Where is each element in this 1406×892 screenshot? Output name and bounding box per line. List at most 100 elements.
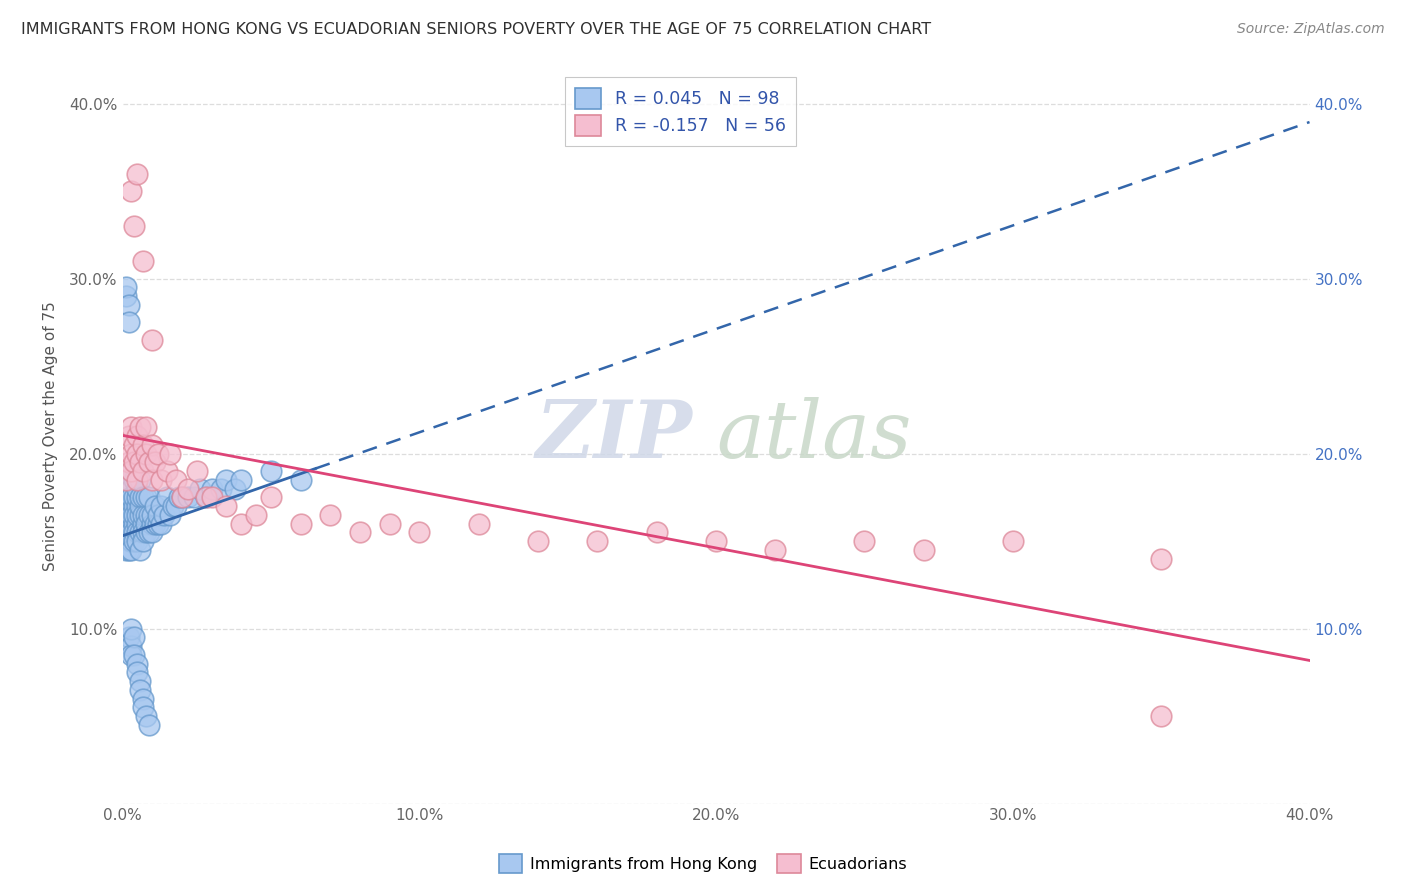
Point — [114, 542, 136, 557]
Point — [124, 631, 146, 645]
Point — [141, 333, 163, 347]
Point — [117, 534, 139, 549]
Point — [127, 499, 149, 513]
Point — [141, 473, 163, 487]
Point — [148, 446, 170, 460]
Point — [138, 455, 160, 469]
Point — [129, 473, 152, 487]
Point — [170, 491, 193, 505]
Point — [114, 491, 136, 505]
Point — [704, 534, 727, 549]
Point — [124, 508, 146, 522]
Point — [117, 473, 139, 487]
Point — [127, 516, 149, 531]
Point — [143, 499, 166, 513]
Point — [138, 491, 160, 505]
Point — [117, 491, 139, 505]
Y-axis label: Seniors Poverty Over the Age of 75: Seniors Poverty Over the Age of 75 — [44, 301, 58, 571]
Point — [121, 542, 143, 557]
Point — [117, 542, 139, 557]
Point — [141, 438, 163, 452]
Point — [121, 516, 143, 531]
Point — [138, 718, 160, 732]
Point — [121, 525, 143, 540]
Point — [121, 464, 143, 478]
Point — [129, 682, 152, 697]
Point — [127, 534, 149, 549]
Point — [194, 491, 217, 505]
Point — [165, 499, 187, 513]
Point — [117, 298, 139, 312]
Point — [408, 525, 430, 540]
Point — [231, 473, 253, 487]
Point — [121, 639, 143, 653]
Point — [159, 508, 181, 522]
Point — [127, 657, 149, 671]
Point — [121, 499, 143, 513]
Point — [201, 491, 224, 505]
Point — [121, 622, 143, 636]
Point — [129, 525, 152, 540]
Point — [165, 473, 187, 487]
Point — [141, 516, 163, 531]
Point — [127, 665, 149, 680]
Point — [260, 491, 283, 505]
Point — [138, 525, 160, 540]
Point — [194, 491, 217, 505]
Point — [129, 491, 152, 505]
Point — [159, 446, 181, 460]
Point — [132, 438, 155, 452]
Point — [132, 491, 155, 505]
Point — [117, 631, 139, 645]
Point — [141, 508, 163, 522]
Point — [143, 455, 166, 469]
Point — [129, 420, 152, 434]
Point — [121, 446, 143, 460]
Point — [135, 446, 157, 460]
Point — [117, 516, 139, 531]
Point — [143, 516, 166, 531]
Point — [129, 508, 152, 522]
Point — [763, 542, 786, 557]
Point — [124, 534, 146, 549]
Point — [121, 184, 143, 198]
Point — [117, 499, 139, 513]
Point — [124, 473, 146, 487]
Point — [135, 516, 157, 531]
Point — [121, 491, 143, 505]
Point — [114, 289, 136, 303]
Point — [177, 482, 200, 496]
Point — [135, 491, 157, 505]
Point — [215, 499, 238, 513]
Point — [117, 315, 139, 329]
Legend: Immigrants from Hong Kong, Ecuadorians: Immigrants from Hong Kong, Ecuadorians — [492, 847, 914, 880]
Point — [135, 525, 157, 540]
Point — [127, 446, 149, 460]
Point — [150, 473, 173, 487]
Point — [467, 516, 489, 531]
Point — [114, 280, 136, 294]
Point — [135, 709, 157, 723]
Point — [117, 455, 139, 469]
Point — [201, 482, 224, 496]
Point — [114, 473, 136, 487]
Point — [135, 508, 157, 522]
Point — [290, 473, 312, 487]
Point — [117, 525, 139, 540]
Point — [129, 455, 152, 469]
Point — [127, 482, 149, 496]
Point — [121, 648, 143, 662]
Point — [124, 648, 146, 662]
Point — [129, 674, 152, 689]
Point — [290, 516, 312, 531]
Point — [124, 455, 146, 469]
Point — [121, 482, 143, 496]
Point — [129, 542, 152, 557]
Legend: R = 0.045   N = 98, R = -0.157   N = 56: R = 0.045 N = 98, R = -0.157 N = 56 — [565, 78, 796, 146]
Point — [114, 525, 136, 540]
Point — [1150, 709, 1173, 723]
Point — [527, 534, 550, 549]
Point — [231, 516, 253, 531]
Point — [148, 508, 170, 522]
Point — [153, 508, 176, 522]
